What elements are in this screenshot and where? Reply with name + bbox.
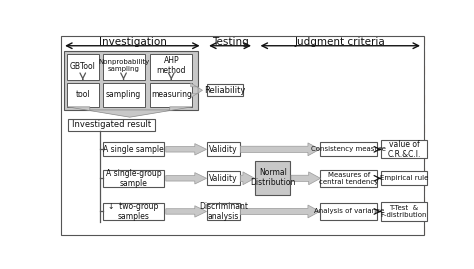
FancyBboxPatch shape	[67, 54, 99, 80]
FancyBboxPatch shape	[207, 171, 240, 185]
Text: Normal
Distribution: Normal Distribution	[250, 168, 296, 187]
Text: Empirical rule: Empirical rule	[380, 175, 428, 181]
Text: Measures of
central tendency: Measures of central tendency	[319, 172, 379, 185]
FancyBboxPatch shape	[255, 161, 290, 195]
FancyBboxPatch shape	[320, 142, 377, 156]
FancyBboxPatch shape	[67, 83, 99, 107]
Text: Investigated result: Investigated result	[72, 120, 151, 129]
Text: value of
C.R.&C.I.: value of C.R.&C.I.	[387, 140, 421, 159]
Text: GBTool: GBTool	[70, 62, 96, 71]
FancyBboxPatch shape	[320, 203, 377, 220]
FancyBboxPatch shape	[61, 36, 424, 235]
Polygon shape	[291, 172, 320, 185]
FancyBboxPatch shape	[150, 54, 192, 80]
Text: Judgment criteria: Judgment criteria	[295, 37, 386, 47]
Text: A single sample: A single sample	[103, 145, 164, 154]
Text: Reliability: Reliability	[204, 86, 246, 95]
Text: Discriminant
analysis: Discriminant analysis	[199, 202, 248, 221]
Text: Consistency measure: Consistency measure	[311, 146, 386, 152]
Polygon shape	[166, 144, 207, 155]
FancyBboxPatch shape	[102, 83, 145, 107]
FancyBboxPatch shape	[150, 83, 192, 107]
Text: Nonprobability
sampling: Nonprobability sampling	[98, 59, 149, 72]
FancyBboxPatch shape	[207, 203, 240, 220]
Text: Analysis of variance: Analysis of variance	[314, 208, 384, 214]
Polygon shape	[166, 173, 207, 184]
Text: ↓  two-group
samples: ↓ two-group samples	[109, 202, 159, 221]
FancyBboxPatch shape	[103, 142, 164, 156]
FancyBboxPatch shape	[103, 170, 164, 187]
Text: AHP
method: AHP method	[156, 56, 186, 75]
FancyBboxPatch shape	[102, 54, 145, 80]
FancyBboxPatch shape	[103, 203, 164, 220]
FancyBboxPatch shape	[64, 51, 198, 110]
Polygon shape	[240, 172, 255, 185]
Polygon shape	[67, 107, 192, 117]
Polygon shape	[191, 83, 202, 98]
FancyBboxPatch shape	[381, 202, 427, 221]
Text: Validity: Validity	[209, 145, 238, 154]
FancyBboxPatch shape	[207, 84, 243, 96]
Text: T-Test  &
F-distribution: T-Test & F-distribution	[381, 205, 427, 218]
Text: Testing: Testing	[212, 37, 248, 47]
FancyBboxPatch shape	[68, 119, 155, 131]
FancyBboxPatch shape	[381, 171, 427, 185]
Polygon shape	[240, 205, 319, 218]
Text: sampling: sampling	[106, 90, 141, 99]
FancyBboxPatch shape	[207, 142, 240, 156]
Text: tool: tool	[75, 90, 90, 99]
Text: Investigation: Investigation	[99, 37, 167, 47]
Polygon shape	[240, 143, 319, 156]
Text: A single-group
sample: A single-group sample	[106, 169, 162, 188]
FancyBboxPatch shape	[381, 140, 427, 158]
FancyBboxPatch shape	[320, 170, 377, 187]
Text: measuring: measuring	[151, 90, 191, 99]
Text: Validity: Validity	[209, 174, 238, 183]
Polygon shape	[166, 206, 207, 217]
